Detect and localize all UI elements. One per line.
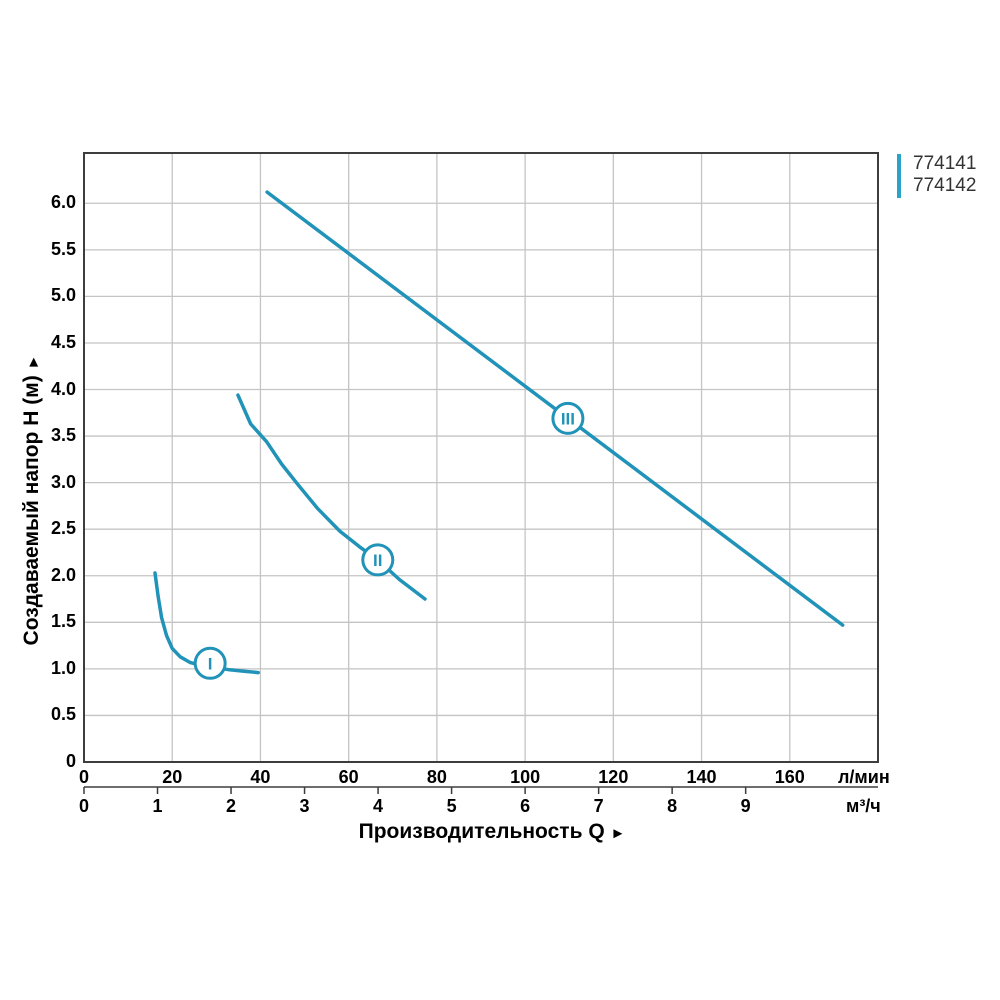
y-tick-label: 5.5 bbox=[50, 238, 76, 259]
legend-entries: 774141 774142 bbox=[913, 153, 976, 197]
x-axis-unit-lpm: л/мин bbox=[838, 767, 890, 787]
x-tick-label-m3h: 0 bbox=[78, 796, 89, 816]
curve-marker-circle-I bbox=[193, 646, 227, 680]
y-tick-label: 0 bbox=[65, 751, 76, 771]
x-tick-label-lpm: 20 bbox=[162, 767, 183, 787]
y-tick-label: 6.0 bbox=[50, 192, 76, 213]
y-tick-label: 2.0 bbox=[50, 564, 76, 585]
y-tick-label: 3.0 bbox=[50, 471, 76, 492]
x-tick-label-lpm: 0 bbox=[78, 767, 89, 787]
x-tick-label-m3h: 9 bbox=[740, 796, 751, 816]
x-tick-label-lpm: 160 bbox=[774, 767, 805, 787]
pump-curve-I bbox=[153, 571, 260, 675]
x-tick-label-m3h: 6 bbox=[520, 796, 531, 816]
x-tick-label-m3h: 7 bbox=[593, 796, 604, 816]
pump-curve-II bbox=[236, 393, 427, 601]
legend: 774141 774142 bbox=[897, 153, 976, 198]
x-axis-title-text: Производительность Q bbox=[358, 820, 605, 843]
x-tick-label-lpm: 120 bbox=[598, 767, 629, 787]
x-tick-label-m3h: 2 bbox=[226, 796, 237, 816]
y-axis-arrow-icon: ► bbox=[25, 354, 42, 370]
x-axis-unit-m3h: м³/ч bbox=[846, 796, 881, 816]
legend-item-774142: 774142 bbox=[913, 175, 977, 196]
curve-marker-circle-II bbox=[361, 543, 395, 577]
curve-marker-label-III: III bbox=[561, 409, 575, 428]
curve-marker-circle-III bbox=[551, 401, 585, 435]
y-tick-label: 4.0 bbox=[50, 378, 76, 399]
y-tick-label: 1.5 bbox=[50, 611, 76, 632]
y-axis-title-text: Создаваемый напор H (м) bbox=[20, 375, 43, 646]
x-tick-label-lpm: 80 bbox=[426, 767, 447, 787]
x-tick-label-m3h: 4 bbox=[373, 796, 384, 816]
y-tick-label: 2.5 bbox=[50, 518, 76, 539]
x-tick-label-lpm: 40 bbox=[250, 767, 271, 787]
y-axis-title: Создаваемый напор H (м) ► bbox=[19, 250, 45, 750]
y-tick-label: 5.0 bbox=[50, 285, 76, 306]
curve-marker-label-I: I bbox=[208, 654, 213, 673]
plot-border bbox=[83, 152, 879, 763]
y-tick-label: 3.5 bbox=[50, 425, 76, 446]
x-tick-label-lpm: 140 bbox=[686, 767, 717, 787]
curve-marker-label-II: II bbox=[373, 551, 382, 570]
y-tick-label: 4.5 bbox=[50, 331, 76, 352]
y-tick-label: 1.0 bbox=[50, 657, 76, 678]
legend-item-774141: 774141 bbox=[913, 153, 977, 174]
x-tick-label-m3h: 3 bbox=[299, 796, 310, 816]
x-tick-label-lpm: 60 bbox=[338, 767, 359, 787]
legend-color-bar bbox=[897, 154, 901, 198]
x-tick-label-m3h: 8 bbox=[667, 796, 678, 816]
x-tick-label-lpm: 100 bbox=[510, 767, 541, 787]
y-tick-label: 0.5 bbox=[50, 704, 76, 725]
x-tick-label-m3h: 5 bbox=[446, 796, 457, 816]
x-axis-arrow-icon: ► bbox=[610, 825, 626, 842]
x-tick-label-m3h: 1 bbox=[152, 796, 163, 816]
x-axis-title: Производительность Q ► bbox=[292, 820, 692, 846]
